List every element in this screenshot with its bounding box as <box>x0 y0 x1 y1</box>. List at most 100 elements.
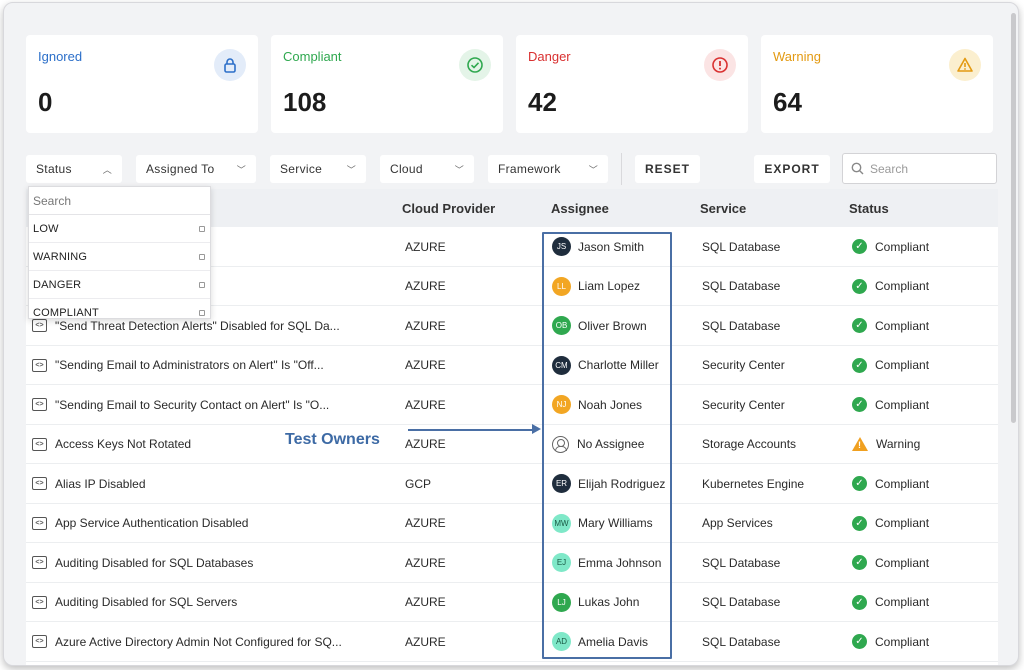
annotation-label: Test Owners <box>285 431 380 448</box>
header-cloud-provider[interactable]: Cloud Provider <box>402 201 496 216</box>
header-service[interactable]: Service <box>700 201 747 216</box>
export-button[interactable]: EXPORT <box>754 155 830 183</box>
chevron-down-icon: ﹀ <box>454 164 464 175</box>
card-danger[interactable]: Danger 42 <box>516 35 748 133</box>
header-status[interactable]: Status <box>849 201 889 216</box>
policy-name-cell[interactable]: <> "Sending Email to Security Contact on… <box>32 385 329 424</box>
annotation-arrow <box>408 429 536 431</box>
service-cell: SQL Database <box>702 555 781 570</box>
scrollbar[interactable] <box>1010 3 1016 665</box>
assignee-cell[interactable]: NJ Noah Jones <box>552 385 642 424</box>
filter-assigned-to[interactable]: Assigned To ﹀ <box>136 155 256 183</box>
assignee-cell[interactable]: LL Liam Lopez <box>552 267 640 306</box>
policy-name-cell[interactable]: <> Access Keys Not Rotated <box>32 425 191 464</box>
avatar: ER <box>552 474 571 493</box>
filter-status[interactable]: Status ︿ <box>26 155 122 183</box>
search-box[interactable] <box>842 153 997 184</box>
assignee-cell[interactable]: JS Jason Smith <box>552 227 644 266</box>
card-ignored[interactable]: Ignored 0 <box>26 35 258 133</box>
service-cell: SQL Database <box>702 239 781 254</box>
service-cell: Security Center <box>702 397 785 412</box>
policy-name-cell[interactable]: <> Auditing Disabled for SQL Servers <box>32 583 237 622</box>
table-row[interactable]: <> "Sending Email to Security Contact on… <box>26 385 998 425</box>
policy-name: Access Keys Not Rotated <box>55 437 192 451</box>
code-icon: <> <box>32 477 47 490</box>
policy-name: Auditing Disabled for SQL Servers <box>55 595 238 609</box>
assignee-cell[interactable]: LJ Lukas John <box>552 583 639 622</box>
checkbox-icon[interactable] <box>199 281 205 288</box>
dropdown-search-input[interactable] <box>33 193 203 208</box>
assignee-cell[interactable]: No Assignee <box>552 425 644 464</box>
code-icon: <> <box>32 556 47 569</box>
chevron-down-icon: ﹀ <box>588 164 598 175</box>
search-input[interactable] <box>870 161 990 176</box>
status-label: Compliant <box>875 555 930 570</box>
card-value: 0 <box>38 87 53 117</box>
filter-framework[interactable]: Framework ﹀ <box>488 155 608 183</box>
card-label: Ignored <box>38 49 83 64</box>
status-dropdown: LOW WARNING DANGER COMPLIANT <box>28 186 211 319</box>
policy-name-cell[interactable]: <> Azure Active Directory Admin Not Conf… <box>32 622 342 661</box>
checkbox-icon[interactable] <box>199 253 205 260</box>
card-warning[interactable]: Warning 64 <box>761 35 993 133</box>
policy-name-cell[interactable]: <> App Service Authentication Disabled <box>32 504 248 543</box>
policy-name-cell[interactable]: <> Auditing Disabled for SQL Databases <box>32 543 253 582</box>
table-row[interactable]: <> Azure Active Directory Admin Not Conf… <box>26 622 998 662</box>
assignee-cell[interactable]: CM Charlotte Miller <box>552 346 659 385</box>
dropdown-search[interactable] <box>29 187 210 215</box>
status-label: Compliant <box>875 476 930 491</box>
table-row[interactable]: <> App Service Authentication Disabled A… <box>26 504 998 543</box>
policy-name-cell[interactable]: <> Alias IP Disabled <box>32 464 146 503</box>
filter-cloud[interactable]: Cloud ﹀ <box>380 155 474 183</box>
warning-triangle-icon <box>949 49 981 81</box>
table-row[interactable]: <> Auditing Disabled for SQL Databases A… <box>26 543 998 583</box>
service-cell: Kubernetes Engine <box>702 476 805 491</box>
assignee-cell[interactable]: AD Amelia Davis <box>552 622 648 661</box>
cloud-provider-cell: AZURE <box>405 516 446 530</box>
check-circle-icon: ✓ <box>852 318 867 333</box>
dropdown-option-warning[interactable]: WARNING <box>29 243 210 271</box>
filter-label: Service <box>280 162 323 176</box>
table-row[interactable]: <> Access Keys Not Rotated AZURE No Assi… <box>26 425 998 464</box>
table-row[interactable]: <> Alias IP Disabled GCP ER Elijah Rodri… <box>26 464 998 504</box>
chevron-up-icon: ︿ <box>102 164 112 175</box>
checkbox-icon[interactable] <box>199 225 205 232</box>
assignee-cell[interactable]: EJ Emma Johnson <box>552 543 661 582</box>
filter-service[interactable]: Service ﹀ <box>270 155 366 183</box>
scroll-thumb[interactable] <box>1011 13 1016 423</box>
header-assignee[interactable]: Assignee <box>551 201 609 216</box>
assignee-cell[interactable]: MW Mary Williams <box>552 504 653 543</box>
check-circle-icon: ✓ <box>852 476 867 491</box>
assignee-cell[interactable]: OB Oliver Brown <box>552 306 647 345</box>
policy-name-cell[interactable]: <> "Send Threat Detection Alerts" Disabl… <box>32 306 340 345</box>
cloud-provider-cell: GCP <box>405 476 432 491</box>
status-label: Warning <box>876 437 921 451</box>
dropdown-option-low[interactable]: LOW <box>29 215 210 243</box>
policy-name: Azure Active Directory Admin Not Configu… <box>55 634 342 649</box>
card-compliant[interactable]: Compliant 108 <box>271 35 503 133</box>
dropdown-option-compliant[interactable]: COMPLIANT <box>29 299 210 327</box>
option-label: COMPLIANT <box>33 307 99 319</box>
assignee-name: Amelia Davis <box>578 634 649 649</box>
assignee-cell[interactable]: ER Elijah Rodriguez <box>552 464 665 503</box>
lock-icon <box>214 49 246 81</box>
filter-divider <box>621 153 622 185</box>
avatar: CM <box>552 355 571 375</box>
reset-button[interactable]: RESET <box>635 155 700 183</box>
card-label: Danger <box>528 49 571 64</box>
code-icon: <> <box>32 398 47 411</box>
option-label: DANGER <box>33 278 82 291</box>
avatar: LL <box>552 276 571 296</box>
policy-name-cell[interactable]: <> "Sending Email to Administrators on A… <box>32 346 324 385</box>
table-row[interactable]: <> Auditing Disabled for SQL Servers AZU… <box>26 583 998 622</box>
status-cell: ✓ Compliant <box>852 267 929 306</box>
dropdown-option-danger[interactable]: DANGER <box>29 271 210 299</box>
table-row[interactable]: <> "Sending Email to Administrators on A… <box>26 346 998 385</box>
assignee-name: Emma Johnson <box>578 555 662 570</box>
status-label: Compliant <box>875 516 930 530</box>
service-cell: SQL Database <box>702 634 781 649</box>
status-label: Compliant <box>875 595 930 609</box>
option-label: LOW <box>33 222 59 235</box>
checkbox-icon[interactable] <box>199 310 205 316</box>
table-row[interactable]: <> "Send Threat Detection Alerts" Disabl… <box>26 306 998 346</box>
